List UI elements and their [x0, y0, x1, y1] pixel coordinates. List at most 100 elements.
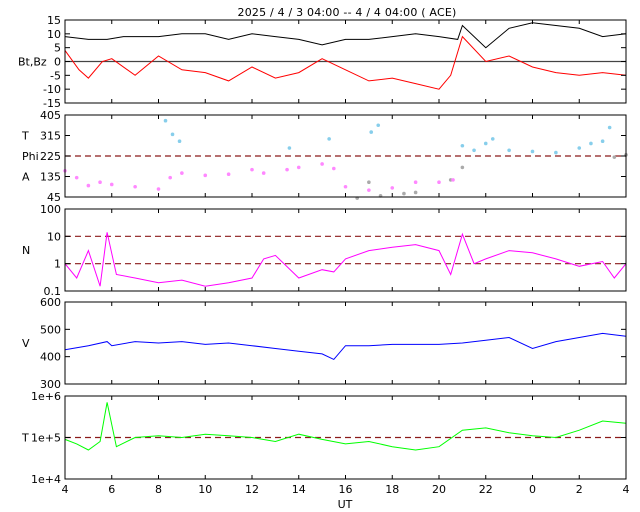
data-point-a-16 — [332, 166, 336, 171]
panel-frame — [64, 301, 627, 385]
data-point-phi-3 — [402, 191, 406, 196]
y-tick-label: 10 — [47, 28, 61, 41]
y-axis-label: T — [21, 432, 29, 445]
panels: 151050-5-10-15Bt,Bz40531522513545TPhiA10… — [18, 14, 630, 496]
y-tick-label: 135 — [40, 171, 61, 184]
data-point-a-20 — [413, 180, 418, 184]
data-point-a-8 — [180, 171, 184, 175]
y-tick-label: -15 — [43, 97, 61, 110]
x-tick-label: 16 — [339, 483, 353, 496]
data-point-t-1 — [170, 132, 175, 137]
data-point-t-11 — [507, 148, 511, 153]
data-point-a-14 — [296, 165, 301, 170]
data-point-a-19 — [390, 186, 395, 190]
y-axis-label-a: A — [22, 171, 30, 184]
data-point-t-14 — [577, 146, 582, 150]
panel-frame — [64, 208, 627, 292]
chart-title: 2025 / 4 / 3 04:00 -- 4 / 4 04:00 ( ACE) — [238, 6, 457, 19]
x-tick-label: 14 — [292, 483, 306, 496]
y-axis-label-phi: Phi — [22, 150, 39, 163]
x-tick-label: 8 — [155, 483, 162, 496]
x-axis-label: UT — [338, 498, 353, 511]
data-point-t-6 — [376, 123, 381, 128]
data-point-phi-4 — [413, 190, 418, 195]
data-point-t-15 — [589, 141, 593, 146]
y-tick-label: 500 — [40, 323, 61, 336]
x-tick-label: 12 — [245, 483, 259, 496]
data-point-a-17 — [343, 184, 348, 189]
data-point-t-13 — [554, 150, 558, 155]
series-line-bz — [64, 35, 627, 90]
data-point-a-11 — [250, 167, 254, 172]
y-tick-label: 1e+4 — [31, 473, 61, 486]
data-point-t-5 — [369, 130, 374, 134]
y-tick-label: 0 — [54, 56, 61, 69]
data-point-a-1 — [74, 175, 79, 180]
series-line-v — [64, 332, 627, 361]
data-point-t-3 — [287, 146, 292, 150]
data-point-t-12 — [530, 149, 535, 154]
data-point-a-2 — [86, 183, 91, 188]
y-tick-label: 15 — [47, 14, 61, 27]
panel-density: 100 10 1 0.1 N — [22, 203, 627, 298]
data-point-t-10 — [490, 137, 495, 141]
y-tick-label: 1 — [54, 258, 61, 271]
panel-speed: 600 500 400 300 V — [22, 296, 627, 391]
data-point-a-18 — [367, 188, 371, 192]
panel-temperature: 1e+6 1e+5 1e+4 T — [21, 390, 627, 486]
y-axis-label: V — [22, 337, 30, 350]
y-tick-label: 5 — [54, 42, 61, 55]
y-tick-label: 1e+5 — [31, 432, 61, 445]
data-point-t-8 — [472, 148, 476, 153]
data-point-t-4 — [327, 137, 331, 141]
y-tick-label: -5 — [50, 69, 61, 82]
data-point-a-3 — [98, 180, 102, 184]
data-point-a-4 — [109, 182, 114, 187]
series-line-t — [64, 402, 627, 451]
data-point-a-21 — [437, 180, 441, 184]
y-tick-label: 300 — [40, 378, 61, 391]
data-point-a-10 — [226, 172, 231, 177]
x-tick-label: 22 — [479, 483, 493, 496]
y-tick-label: 315 — [40, 130, 61, 143]
data-point-a-9 — [203, 173, 208, 178]
x-tick-label: 10 — [198, 483, 212, 496]
x-tick-label: 20 — [432, 483, 446, 496]
y-tick-label: 225 — [40, 150, 61, 163]
series-line-n — [64, 232, 627, 287]
data-point-phi-7 — [612, 155, 617, 159]
y-tick-label: -10 — [43, 83, 61, 96]
y-tick-label: 10 — [47, 230, 61, 243]
y-tick-label: 45 — [47, 191, 61, 204]
y-tick-label: 0.1 — [44, 285, 62, 298]
data-point-t-16 — [600, 139, 605, 143]
data-point-a-13 — [285, 167, 289, 172]
y-tick-label: 1e+6 — [31, 390, 61, 403]
data-point-t-0 — [163, 118, 168, 123]
data-point-a-7 — [168, 175, 172, 180]
data-point-a-5 — [133, 184, 137, 189]
x-tick-label: 18 — [385, 483, 399, 496]
y-tick-label: 405 — [40, 109, 61, 122]
data-point-phi-1 — [367, 180, 371, 184]
data-point-t-7 — [460, 143, 465, 148]
panel-temperature-phi-a: 405 315 225 135 45 T Phi A — [21, 109, 628, 204]
x-tick-label: 2 — [576, 483, 583, 496]
data-point-t-17 — [607, 125, 612, 130]
data-point-a-15 — [320, 162, 324, 166]
y-axis-label: Bt,Bz — [18, 56, 47, 69]
data-point-t-9 — [483, 141, 488, 146]
data-point-t-2 — [177, 139, 182, 143]
x-tick-label: 4 — [62, 483, 69, 496]
y-tick-label: 100 — [40, 203, 61, 216]
data-point-a-22 — [451, 178, 455, 182]
x-tick-label: 0 — [529, 483, 536, 496]
data-point-phi-6 — [460, 165, 465, 170]
x-tick-label: 4 — [623, 483, 630, 496]
data-point-a-6 — [156, 187, 161, 191]
y-axis-label-t: T — [21, 130, 29, 143]
y-tick-label: 600 — [40, 296, 61, 309]
data-point-a-12 — [261, 171, 266, 175]
